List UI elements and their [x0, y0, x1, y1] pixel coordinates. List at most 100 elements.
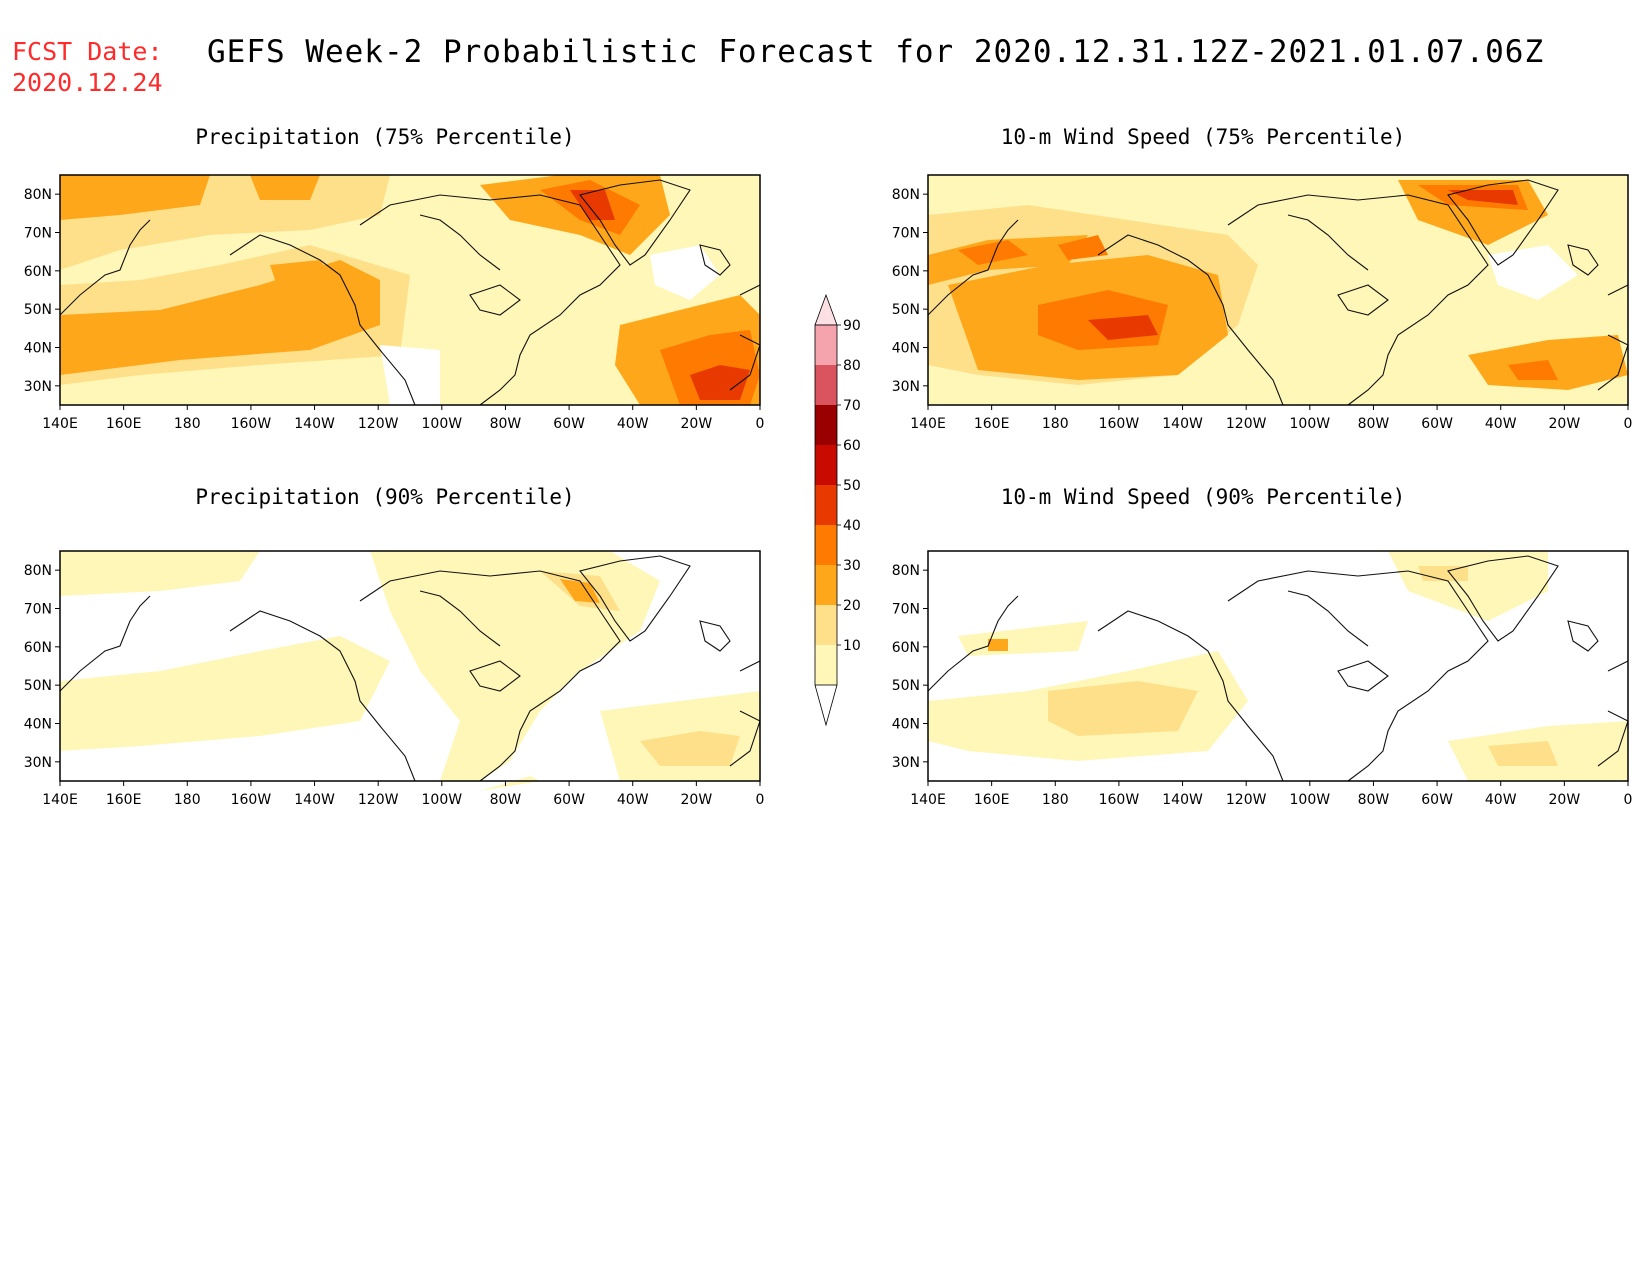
- lon-tick-label: 140E: [910, 792, 946, 808]
- colorbar-label: 40: [843, 518, 861, 534]
- lon-tick-label: 80W: [1358, 416, 1390, 432]
- lon-tick-label: 80W: [490, 792, 522, 808]
- colorbar-label: 50: [843, 478, 861, 494]
- coastline-path: [1097, 234, 1284, 406]
- lat-tick-label: 60N: [892, 264, 920, 280]
- coastline-path: [1447, 555, 1559, 642]
- lon-tick-label: 160E: [974, 416, 1010, 432]
- shaded-region: [570, 190, 615, 220]
- forecast-date-block: FCST Date: 2020.12.24: [12, 36, 163, 98]
- panel-title-precip-75: Precipitation (75% Percentile): [195, 125, 575, 149]
- lon-tick-label: 180: [174, 792, 201, 808]
- colorbar-swatch: [815, 645, 837, 685]
- shaded-region: [1418, 566, 1468, 581]
- coastline-path: [469, 660, 521, 692]
- lon-tick-label: 80W: [490, 416, 522, 432]
- lon-tick-label: 0: [756, 416, 765, 432]
- map-frame: [59, 174, 761, 406]
- lon-tick-label: 160W: [231, 792, 272, 808]
- shading-layer: [60, 551, 760, 791]
- map-frame: [927, 550, 1629, 782]
- coastline-path: [59, 219, 151, 316]
- coastline-path: [579, 555, 691, 642]
- shaded-region: [1448, 190, 1518, 205]
- lat-tick-label: 30N: [892, 755, 920, 771]
- shaded-region: [270, 260, 345, 310]
- lat-tick-label: 50N: [892, 678, 920, 694]
- colorbar-label: 60: [843, 438, 861, 454]
- colorbar-frame: [814, 324, 838, 686]
- lon-tick-label: 0: [1624, 792, 1633, 808]
- lat-tick-label: 80N: [892, 187, 920, 203]
- shaded-region: [60, 636, 390, 751]
- lon-tick-label: 20W: [681, 416, 713, 432]
- coastline-path: [229, 234, 416, 406]
- lat-tick-label: 30N: [892, 379, 920, 395]
- lon-tick-label: 0: [756, 792, 765, 808]
- lon-tick-label: 160W: [1099, 416, 1140, 432]
- colorbar-swatch: [815, 325, 837, 365]
- shaded-region: [1048, 681, 1198, 736]
- lat-tick-label: 40N: [24, 341, 52, 357]
- lon-tick-label: 20W: [681, 792, 713, 808]
- panel-title-wind-90: 10-m Wind Speed (90% Percentile): [1000, 485, 1406, 509]
- map-frame: [927, 174, 1629, 406]
- lon-tick-label: 160E: [106, 792, 142, 808]
- lat-tick-label: 50N: [892, 302, 920, 318]
- coastline-path: [1597, 660, 1629, 767]
- lat-tick-label: 80N: [24, 187, 52, 203]
- lon-tick-label: 140W: [1162, 416, 1203, 432]
- lon-tick-label: 0: [1624, 416, 1633, 432]
- shaded-region: [958, 240, 1028, 265]
- fcst-date-value: 2020.12.24: [12, 68, 163, 97]
- coastline: [927, 555, 1629, 782]
- shading-layer: [928, 551, 1628, 781]
- colorbar-label: 80: [843, 358, 861, 374]
- coastline-path: [469, 284, 521, 316]
- colorbar-swatch: [815, 485, 837, 525]
- lon-tick-label: 140W: [294, 416, 335, 432]
- shaded-region: [560, 579, 600, 603]
- colorbar-swatch: [815, 525, 837, 565]
- colorbar-label: 10: [843, 638, 861, 654]
- wind-90-map: 140E 160E 180 160W 140W 120W 100W 80W 60W 40W 20W 0…: [892, 550, 1632, 808]
- lat-tick-label: 50N: [24, 302, 52, 318]
- lon-tick-label: 100W: [1290, 792, 1331, 808]
- coastline: [59, 555, 761, 782]
- shaded-region: [928, 235, 1088, 285]
- lon-tick-label: 160W: [231, 416, 272, 432]
- lat-tick-label: 80N: [24, 563, 52, 579]
- lat-tick-label: 50N: [24, 678, 52, 694]
- coastline-path: [59, 595, 151, 692]
- lon-tick-label: 40W: [1485, 792, 1517, 808]
- precip-75-map: 140E 160E 180 160W 140W 120W 100W 80W 60W 40W 20W 0…: [24, 174, 764, 432]
- shaded-region: [1058, 235, 1108, 260]
- figure-title: GEFS Week-2 Probabilistic Forecast for 2…: [207, 34, 1545, 70]
- lon-tick-label: 140E: [42, 792, 78, 808]
- coastline-path: [1567, 244, 1599, 276]
- lon-tick-label: 180: [1042, 792, 1069, 808]
- shading-layer: [60, 175, 760, 405]
- coastline-path: [1337, 660, 1389, 692]
- wind-75-map: 140E 160E 180 160W 140W 120W 100W 80W 60W 40W 20W 0…: [892, 174, 1632, 432]
- lon-tick-label: 100W: [1290, 416, 1331, 432]
- shading-layer: [928, 175, 1628, 405]
- fcst-date-label: FCST Date:: [12, 37, 163, 66]
- coastline-path: [729, 284, 761, 391]
- shaded-region: [1088, 315, 1158, 340]
- lon-tick-label: 120W: [1226, 792, 1267, 808]
- coastline-path: [927, 219, 1019, 316]
- lon-tick-label: 40W: [617, 416, 649, 432]
- coastline-path: [1447, 179, 1559, 266]
- lon-tick-label: 140W: [1162, 792, 1203, 808]
- colorbar-label: 90: [843, 318, 861, 334]
- colorbar-label: 70: [843, 398, 861, 414]
- shaded-region: [650, 245, 720, 300]
- lon-tick-label: 80W: [1358, 792, 1390, 808]
- lon-tick-label: 20W: [1549, 416, 1581, 432]
- lon-tick-label: 60W: [553, 792, 585, 808]
- lon-tick-label: 120W: [1226, 416, 1267, 432]
- lon-tick-label: 60W: [1421, 792, 1453, 808]
- lat-tick-label: 60N: [892, 640, 920, 656]
- coastline-path: [359, 570, 621, 782]
